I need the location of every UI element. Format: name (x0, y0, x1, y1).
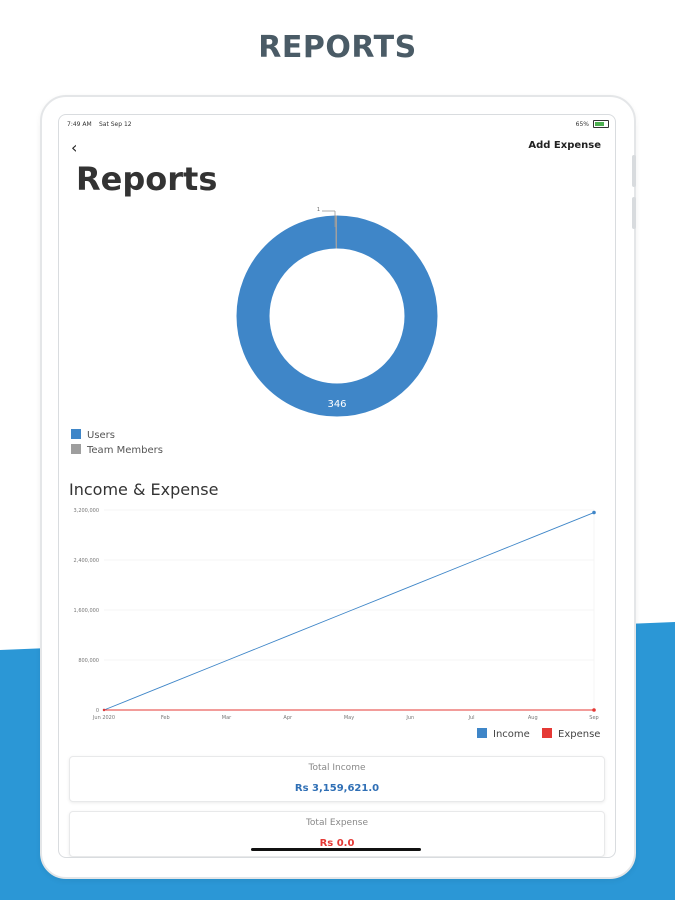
x-tick-label: Jun (405, 715, 414, 721)
app-screen: 7:49 AM Sat Sep 12 65% ‹ Add Expense Rep… (58, 114, 616, 858)
total-expense-label: Total Expense (305, 818, 369, 828)
page-title: Reports (76, 160, 218, 198)
chevron-left-icon[interactable]: ‹ (71, 138, 78, 157)
x-tick-label: Apr (283, 715, 293, 721)
banner-title: REPORTS (258, 30, 417, 65)
chart-title: Income & Expense (69, 480, 219, 499)
series-point-expense (592, 708, 596, 712)
legend-label-users: Users (87, 430, 116, 441)
legend-label-income: Income (493, 729, 530, 740)
legend-item-team-members: Team Members (71, 444, 163, 456)
legend-item-users: Users (71, 429, 115, 441)
donut-top-label: 1 (317, 207, 320, 213)
donut-chart: 1 346 (236, 207, 438, 417)
home-indicator (251, 848, 421, 851)
x-tick-label: Feb (161, 715, 170, 721)
legend-label-team-members: Team Members (87, 445, 163, 456)
series-point-expense (102, 708, 106, 712)
x-tick-label: Mar (222, 715, 232, 721)
income-expense-chart: 0 800,000 1,600,000 2,400,000 3,200,000 Jun 2… (74, 508, 599, 721)
legend-label-expense: Expense (558, 729, 601, 740)
status-date: Sat Sep 12 (99, 121, 132, 128)
donut-center-label: 346 (327, 399, 346, 410)
y-tick-label: 0 (96, 708, 99, 714)
legend-swatch-team-members (71, 444, 81, 454)
total-income-label: Total Income (308, 763, 366, 773)
x-tick-label: Jun 2020 (92, 715, 115, 721)
donut-slice-team-members (236, 215, 438, 417)
legend-item-income: Income (477, 728, 530, 740)
x-tick-label: Jul (467, 715, 474, 721)
y-tick-label: 2,400,000 (74, 558, 99, 564)
tablet-side-button (632, 155, 636, 187)
total-expense-value: Rs 0.0 (319, 838, 355, 849)
status-battery-percent: 65% (575, 121, 589, 128)
y-tick-label: 3,200,000 (74, 508, 99, 514)
donut-slice-users (236, 215, 438, 417)
x-tick-label: May (344, 715, 354, 721)
legend-swatch-income (477, 728, 487, 738)
series-line-income (103, 512, 595, 711)
legend-swatch-expense (542, 728, 552, 738)
legend-item-expense: Expense (542, 728, 600, 740)
y-tick-label: 1,600,000 (74, 608, 99, 614)
series-point-income (592, 510, 596, 515)
x-tick-label: Sep (589, 715, 598, 721)
y-tick-label: 800,000 (78, 658, 99, 664)
battery-icon (593, 120, 609, 128)
total-income-card: Total Income Rs 3,159,621.0 (69, 756, 605, 802)
legend-swatch-users (71, 429, 81, 439)
tablet-side-button (632, 197, 636, 229)
x-tick-label: Aug (528, 715, 538, 721)
status-time: 7:49 AM (67, 121, 92, 128)
total-income-value: Rs 3,159,621.0 (294, 783, 380, 794)
add-expense-button[interactable]: Add Expense (528, 140, 601, 151)
